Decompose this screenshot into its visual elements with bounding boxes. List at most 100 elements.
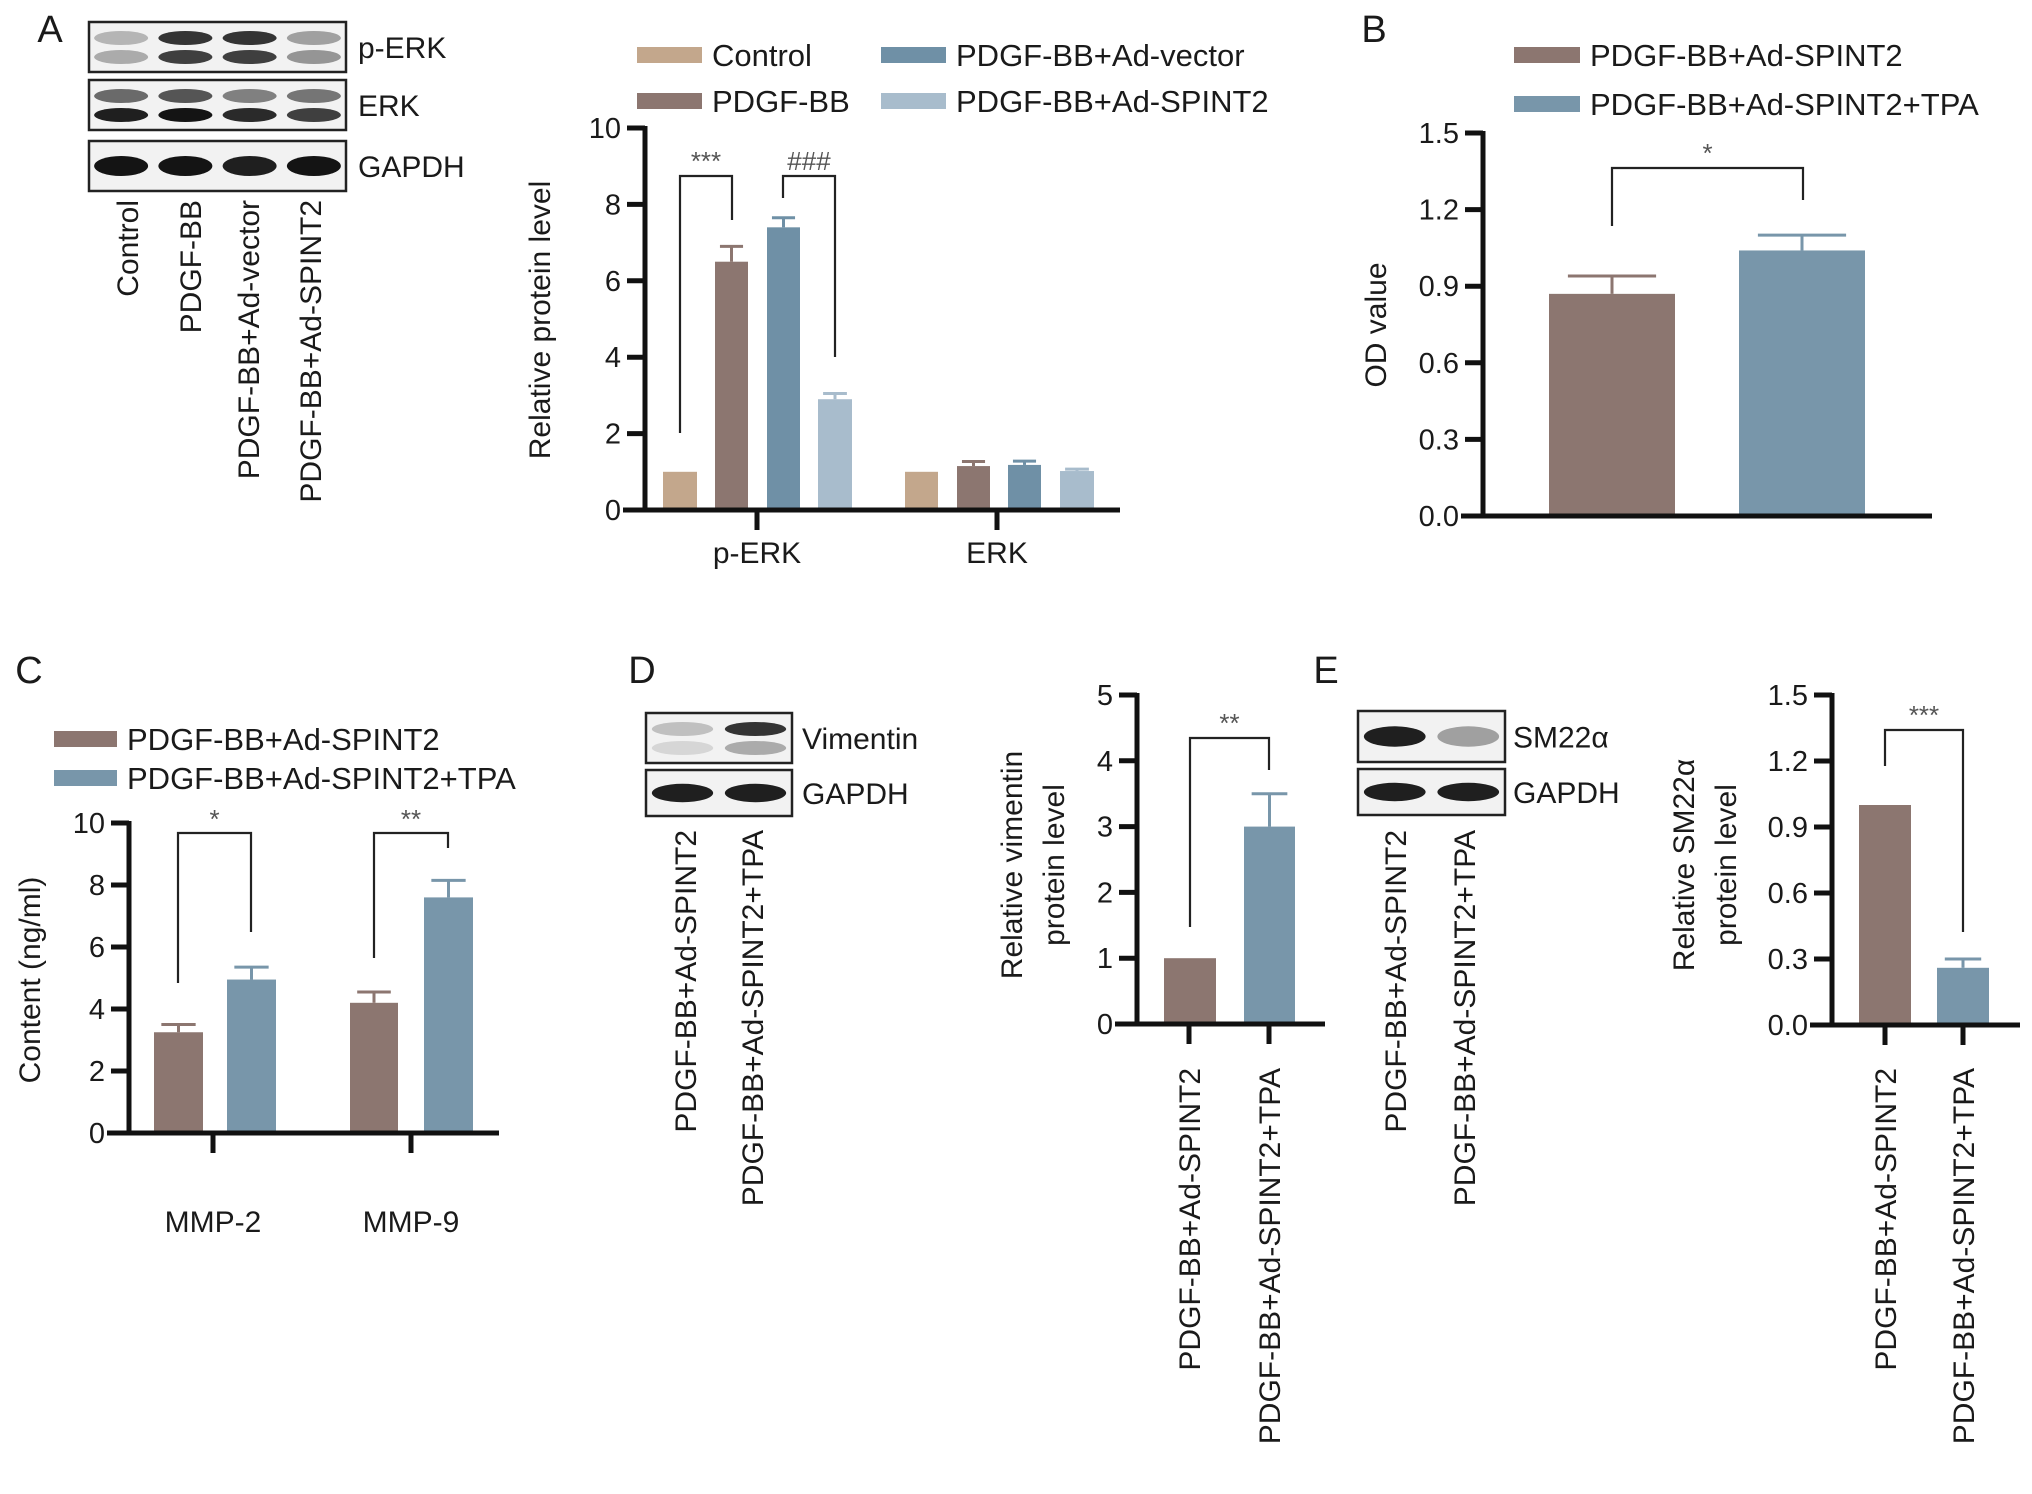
- y-tick-label: 5: [1097, 680, 1113, 712]
- blot-membrane: [644, 711, 794, 765]
- legend-item: PDGF-BB+Ad-SPINT2+TPA: [54, 761, 516, 796]
- bar-mmp-2-0: [154, 1032, 203, 1133]
- significance-label: ###: [787, 146, 831, 176]
- y-tick-label: 6: [89, 932, 105, 964]
- blot-band: [222, 50, 277, 64]
- significance-bracket: [1610, 166, 1805, 226]
- x-tick-label: MMP-2: [165, 1206, 262, 1239]
- panel-label-D: D: [628, 650, 655, 692]
- blot-membrane: [87, 20, 348, 74]
- blot-band: [158, 156, 213, 176]
- blot-band: [1437, 782, 1500, 802]
- blot-row: p-ERK: [87, 20, 446, 74]
- y-tick-label: 0.0: [1419, 501, 1459, 533]
- blot-band: [94, 156, 149, 176]
- bar-0: [1549, 293, 1675, 516]
- blot-band: [94, 31, 149, 45]
- y-tick-label: 4: [605, 342, 621, 374]
- blot-row: GAPDH: [1356, 767, 1620, 817]
- panel-label-A: A: [37, 9, 63, 51]
- legend-label: PDGF-BB+Ad-vector: [956, 38, 1245, 73]
- chart-a: 0 2 4 6 8 10 p-ERK ERK Relative protein level Con…: [524, 38, 1269, 570]
- legend-swatch: [881, 47, 946, 63]
- blot-band: [724, 783, 787, 803]
- chart-c: 0 2 4 6 8 10 MMP-2 MMP-9 Content (ng/ml) PDGF-BB+…: [14, 722, 516, 1239]
- significance-bracket: [372, 831, 450, 958]
- bar-mmp-9-0: [350, 1002, 398, 1133]
- blot-row: GAPDH: [87, 139, 465, 193]
- blot-band: [1363, 782, 1426, 802]
- x-tick-label: PDGF-BB+Ad-SPINT2+TPA: [1948, 1068, 1981, 1444]
- y-tick-label: 0: [1097, 1009, 1113, 1041]
- y-tick-label: 1.2: [1419, 195, 1459, 227]
- legend-item: PDGF-BB+Ad-vector: [881, 38, 1245, 73]
- blot-row-label: GAPDH: [1513, 777, 1620, 810]
- chart-e: 0.0 0.3 0.6 0.9 1.2 1.5 PDGF-BB+Ad-SPINT2 PDGF-…: [1668, 680, 2020, 1444]
- y-tick-label: 2: [89, 1056, 105, 1088]
- y-tick-label: 2: [605, 419, 621, 451]
- significance-bracket: [1883, 728, 1965, 932]
- bar-0: [1164, 958, 1216, 1024]
- bar-p-erk-1: [715, 261, 748, 510]
- y-tick-label: 0.6: [1419, 348, 1459, 380]
- significance-bracket: [176, 831, 253, 983]
- blot-band: [1363, 726, 1426, 747]
- y-tick-label: 8: [605, 189, 621, 221]
- significance-label: **: [401, 804, 421, 834]
- significance-label: **: [1219, 708, 1239, 738]
- western-blot-a: p-ERK ERK GAPDH Control PDGF-BB PDGF-BB+Ad-ve…: [87, 20, 465, 503]
- x-tick-label: MMP-9: [363, 1206, 460, 1239]
- bar-1: [1937, 967, 1989, 1025]
- blot-band: [651, 783, 714, 803]
- legend-item: PDGF-BB+Ad-SPINT2+TPA: [1514, 87, 1979, 122]
- blot-band: [651, 741, 714, 755]
- bar-mmp-9-1: [424, 897, 473, 1133]
- legend-item: PDGF-BB: [637, 84, 850, 119]
- y-tick-label: 1.2: [1768, 746, 1808, 778]
- blot-row-label: ERK: [358, 90, 420, 123]
- chart-d: 0 1 2 3 4 5 PDGF-BB+Ad-SPINT2 PDGF-BB+Ad-SPINT2…: [996, 680, 1325, 1444]
- significance-label: *: [209, 804, 219, 834]
- legend-label: PDGF-BB+Ad-SPINT2+TPA: [1590, 87, 1979, 122]
- legend-label: PDGF-BB+Ad-SPINT2: [127, 722, 440, 757]
- significance-bracket: [781, 174, 837, 357]
- y-axis-title: OD value: [1360, 262, 1393, 387]
- bar-1: [1244, 826, 1295, 1024]
- bar-erk-2: [1008, 464, 1041, 510]
- western-blot-d: Vimentin GAPDH PDGF-BB+Ad-SPINT2 PDGF-BB+Ad…: [644, 711, 918, 1206]
- legend-item: PDGF-BB+Ad-SPINT2: [881, 84, 1269, 119]
- bar-p-erk-2: [767, 227, 800, 510]
- bar-p-erk-0: [663, 471, 697, 510]
- y-tick-label: 0: [89, 1118, 105, 1150]
- legend-label: PDGF-BB: [712, 84, 850, 119]
- blot-row-label: SM22α: [1513, 722, 1609, 755]
- y-tick-label: 4: [89, 994, 105, 1026]
- y-tick-label: 0.3: [1768, 944, 1808, 976]
- y-tick-label: 10: [73, 808, 105, 840]
- y-axis-title: Relative vimentin: [996, 751, 1029, 979]
- blot-row-label: GAPDH: [802, 778, 909, 811]
- blot-band: [94, 89, 149, 103]
- significance-label: *: [1702, 138, 1712, 168]
- blot-band: [222, 156, 277, 176]
- legend-label: Control: [712, 38, 812, 73]
- y-axis-title: Relative protein level: [524, 181, 557, 459]
- blot-row: Vimentin: [644, 711, 918, 765]
- legend-swatch: [1514, 96, 1580, 112]
- blot-band: [651, 722, 714, 736]
- y-tick-label: 0.3: [1419, 424, 1459, 456]
- legend-label: PDGF-BB+Ad-SPINT2+TPA: [127, 761, 516, 796]
- y-tick-label: 6: [605, 266, 621, 298]
- significance-label: ***: [691, 146, 721, 176]
- blot-lane-label: PDGF-BB+Ad-SPINT2+TPA: [737, 830, 770, 1206]
- significance-bracket: [1188, 736, 1271, 927]
- panel-label-E: E: [1313, 650, 1338, 692]
- blot-lane-label: PDGF-BB+Ad-SPINT2: [670, 830, 703, 1133]
- blot-membrane: [87, 78, 348, 132]
- western-blot-e: SM22α GAPDH PDGF-BB+Ad-SPINT2 PDGF-BB+Ad-SP…: [1356, 709, 1620, 1206]
- blot-band: [286, 108, 341, 122]
- legend-swatch: [637, 93, 702, 109]
- blot-band: [158, 108, 213, 122]
- blot-band: [158, 31, 213, 45]
- legend-label: PDGF-BB+Ad-SPINT2: [1590, 38, 1903, 73]
